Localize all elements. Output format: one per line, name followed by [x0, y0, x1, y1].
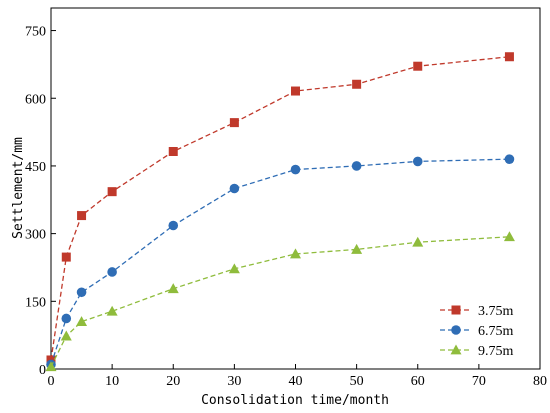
series-2	[46, 154, 515, 370]
series-line	[50, 236, 510, 368]
legend-label: 6.75m	[478, 324, 514, 339]
data-point	[352, 79, 362, 89]
data-point	[107, 267, 117, 277]
data-point	[76, 316, 88, 327]
data-point	[106, 305, 118, 316]
x-tick-label: 10	[105, 374, 119, 389]
x-tick-label: 40	[289, 374, 303, 389]
y-tick-label: 750	[25, 25, 46, 40]
series-line	[50, 56, 510, 361]
data-point	[60, 330, 72, 341]
data-point	[229, 118, 239, 128]
data-point	[504, 154, 515, 164]
legend-item: 9.75m	[440, 344, 514, 359]
x-tick-label: 0	[48, 374, 55, 389]
data-point	[228, 263, 240, 274]
data-point	[61, 313, 72, 324]
y-tick-label: 150	[25, 295, 46, 310]
data-point	[107, 187, 117, 197]
legend-item: 6.75m	[440, 324, 514, 339]
x-tick-label: 70	[472, 374, 486, 389]
data-point	[167, 283, 179, 294]
axes: 0 10 20 30 40 50 60 70 80 0 150 300 450 600 750	[25, 7, 547, 389]
legend-marker	[450, 344, 462, 355]
y-tick-label: 450	[25, 160, 46, 175]
data-point	[504, 52, 514, 62]
legend-label: 9.75m	[478, 344, 514, 359]
plot-frame	[50, 7, 541, 370]
data-point	[168, 146, 178, 156]
data-point	[412, 236, 424, 247]
legend-label: 3.75m	[478, 304, 514, 319]
data-point	[77, 211, 87, 221]
x-tick-label: 30	[227, 374, 241, 389]
data-point	[290, 164, 301, 175]
data-point	[412, 156, 423, 167]
data-point	[45, 361, 57, 372]
x-tick-label: 50	[350, 374, 364, 389]
y-tick-label: 600	[25, 92, 46, 107]
legend: 3.75m 6.75m 9.75m	[440, 304, 514, 359]
data-point	[351, 243, 363, 254]
y-tick-label: 300	[25, 228, 46, 243]
series-3	[45, 231, 515, 372]
legend-marker	[451, 305, 461, 315]
x-tick-label: 20	[166, 374, 180, 389]
series-line	[50, 158, 510, 365]
x-axis-title: Consolidation time/month	[201, 393, 389, 408]
series-1	[46, 52, 514, 365]
series-layer	[45, 52, 515, 372]
data-point	[76, 287, 87, 298]
legend-item: 3.75m	[440, 304, 514, 319]
data-point	[229, 183, 240, 194]
data-point	[291, 86, 300, 96]
data-point	[168, 220, 179, 231]
y-tick-label: 0	[39, 363, 46, 378]
data-point	[503, 231, 515, 242]
data-point	[413, 61, 423, 71]
data-point	[61, 252, 71, 262]
y-axis-title: Settlement/mm	[11, 137, 26, 239]
data-point	[351, 161, 362, 171]
x-tick-label: 80	[533, 374, 547, 389]
x-tick-label: 60	[411, 374, 425, 389]
data-point	[290, 248, 301, 259]
legend-marker	[451, 325, 461, 335]
